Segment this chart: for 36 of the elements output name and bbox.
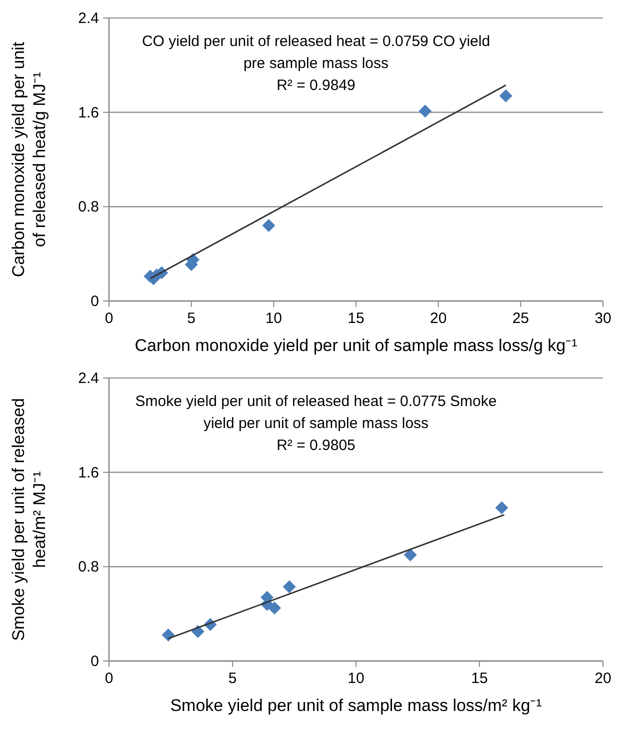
x-tick-label: 30 [594,310,612,327]
y-tick-label: 0.8 [78,198,99,216]
y-tick-label: 1.6 [78,104,99,122]
x-tick-label: 0 [104,670,114,687]
point [495,501,508,514]
x-tick-label: 5 [187,310,196,327]
point [499,89,512,102]
x-tick-label: 10 [348,670,364,687]
point [404,548,417,562]
y-axis-title: Smoke yield per unit of released heat/m² MJ⁻¹ [9,398,49,641]
x-tick-label: 10 [265,310,282,327]
point [418,104,432,118]
y-tick-label: 0.8 [78,558,99,576]
x-tick-label: 0 [104,310,114,327]
y-tick-label: 0 [90,653,99,670]
y-tick-label: 0 [90,293,99,310]
x-tick-label: 20 [594,670,612,687]
y-tick-label: 2.4 [78,10,99,27]
point [162,628,175,642]
annotation: CO yield per unit of released heat = 0.0759 CO yield pre sample mass loss [142,33,490,72]
point [282,580,296,594]
annotation: R² = 0.9849 [276,77,356,94]
x-tick-label: 25 [512,310,530,327]
x-axis-title: Carbon monoxide yield per unit of sample mass loss/g kg⁻¹ [134,336,578,355]
x-tick-label: 15 [471,670,488,687]
x-tick-label: 5 [228,670,237,687]
point [262,219,276,232]
y-axis-title: Carbon monoxide yield per unit of released heat/g MJ⁻¹ [9,42,49,278]
point [268,601,281,614]
y-tick-label: 2.4 [78,370,99,387]
annotation: R² = 0.9805 [276,437,356,454]
annotation: Smoke yield per unit of released heat = 0.0775 Smoke yield per unit of sample mass loss [135,393,497,432]
x-tick-label: 20 [430,310,447,327]
x-axis-title: Smoke yield per unit of sample mass loss/m² kg⁻¹ [170,696,542,715]
x-tick-label: 15 [348,310,364,327]
y-tick-label: 1.6 [78,464,99,482]
